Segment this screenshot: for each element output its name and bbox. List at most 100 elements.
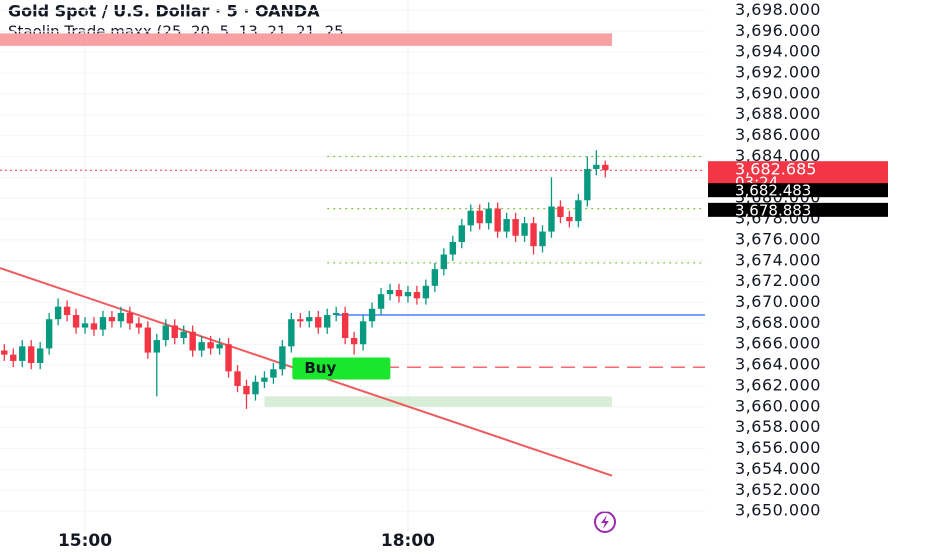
candle-body bbox=[458, 225, 465, 243]
candle-body bbox=[153, 340, 160, 353]
candle-body bbox=[28, 346, 35, 364]
candle-body bbox=[395, 289, 403, 297]
y-tick-label: 3,690.000 bbox=[735, 83, 821, 102]
candle-body bbox=[45, 319, 53, 349]
candle-body bbox=[207, 342, 214, 349]
candle-body bbox=[261, 377, 268, 382]
candle-body bbox=[350, 337, 358, 345]
candle-body bbox=[81, 323, 89, 328]
candle-body bbox=[315, 317, 322, 328]
candle-body bbox=[297, 319, 304, 322]
candle-body bbox=[72, 315, 80, 328]
candle-body bbox=[548, 206, 555, 232]
candle-body bbox=[99, 317, 107, 330]
candle-body bbox=[10, 354, 17, 361]
candle-body bbox=[413, 292, 421, 299]
marker-label: 3,678.883 bbox=[735, 201, 811, 219]
candle-body bbox=[36, 348, 44, 364]
candle-body bbox=[593, 164, 600, 169]
candle-body bbox=[503, 219, 510, 232]
candle-body bbox=[108, 317, 116, 322]
candle-body bbox=[566, 216, 573, 222]
candle-body bbox=[440, 254, 448, 270]
candle-body bbox=[117, 312, 125, 322]
candle-body bbox=[90, 323, 98, 330]
zone bbox=[0, 33, 612, 46]
y-tick-label: 3,672.000 bbox=[735, 271, 821, 290]
y-tick-label: 3,694.000 bbox=[735, 42, 821, 61]
candle-body bbox=[189, 331, 196, 351]
plot-layer: Buy bbox=[0, 0, 705, 532]
candle-body bbox=[467, 210, 474, 226]
alert-icon bbox=[594, 511, 616, 533]
candle-body bbox=[557, 206, 564, 217]
x-tick-label: 15:00 bbox=[58, 531, 112, 550]
candle-body bbox=[171, 325, 178, 338]
price-label: 3,682.685 bbox=[735, 160, 816, 179]
candle-body bbox=[324, 315, 331, 328]
y-tick-label: 3,666.000 bbox=[735, 334, 821, 353]
y-tick-label: 3,674.000 bbox=[735, 250, 821, 269]
candle-body bbox=[198, 342, 205, 351]
candle-body bbox=[386, 289, 394, 295]
candle-body bbox=[449, 242, 456, 255]
candle-body bbox=[63, 306, 71, 316]
y-tick-label: 3,688.000 bbox=[735, 104, 821, 123]
y-tick-label: 3,670.000 bbox=[735, 292, 821, 311]
candle-body bbox=[602, 164, 609, 171]
x-tick-label: 18:00 bbox=[381, 531, 435, 550]
candle-body bbox=[341, 312, 349, 338]
candle-body bbox=[539, 231, 546, 247]
candle-body bbox=[575, 200, 582, 222]
candle-body bbox=[19, 346, 26, 361]
candle-body bbox=[431, 269, 439, 286]
zone bbox=[264, 396, 612, 407]
candle-body bbox=[485, 208, 492, 224]
y-tick-label: 3,698.000 bbox=[735, 0, 821, 19]
y-tick-label: 3,696.000 bbox=[735, 21, 821, 40]
candle-body bbox=[279, 346, 286, 370]
y-tick-label: 3,650.000 bbox=[735, 501, 821, 520]
chart-title: Gold Spot / U.S. Dollar · 5 · OANDA bbox=[8, 2, 320, 21]
y-tick-label: 3,662.000 bbox=[735, 375, 821, 394]
y-tick-label: 3,654.000 bbox=[735, 459, 821, 478]
y-tick-label: 3,656.000 bbox=[735, 438, 821, 457]
candle-body bbox=[162, 325, 169, 341]
candle-body bbox=[476, 210, 483, 224]
marker-label: 3,682.483 bbox=[735, 182, 811, 200]
candle-body bbox=[494, 208, 501, 232]
signal-label: Buy bbox=[304, 359, 336, 377]
candle-body bbox=[135, 323, 143, 328]
candle-body bbox=[216, 344, 223, 349]
candle-body bbox=[180, 331, 187, 338]
y-tick-label: 3,668.000 bbox=[735, 313, 821, 332]
candle-body bbox=[54, 306, 62, 320]
candle-body bbox=[252, 381, 259, 395]
candle-body bbox=[377, 294, 385, 309]
candle-body bbox=[288, 319, 295, 347]
candle-body bbox=[584, 168, 591, 201]
candle-body bbox=[521, 223, 528, 236]
candle-body bbox=[368, 308, 376, 322]
candle-body bbox=[234, 371, 241, 386]
candle-body bbox=[359, 321, 367, 345]
candle-body bbox=[1, 350, 8, 355]
y-tick-label: 3,652.000 bbox=[735, 480, 821, 499]
candle-body bbox=[404, 292, 412, 297]
y-tick-label: 3,684.000 bbox=[735, 146, 821, 165]
candle-body bbox=[225, 344, 232, 372]
y-tick-label: 3,686.000 bbox=[735, 125, 821, 144]
candle-body bbox=[243, 385, 250, 395]
y-tick-label: 3,676.000 bbox=[735, 229, 821, 248]
candle-body bbox=[270, 369, 277, 378]
candle-body bbox=[306, 317, 313, 322]
candle-body bbox=[530, 223, 537, 247]
candle-body bbox=[144, 327, 152, 353]
y-tick-label: 3,658.000 bbox=[735, 417, 821, 436]
label-layer: 3,650.000 3,652.000 3,654.000 3,656.000 3,65… bbox=[58, 0, 888, 551]
y-tick-label: 3,664.000 bbox=[735, 355, 821, 374]
candle-body bbox=[422, 285, 430, 299]
signal-box bbox=[292, 357, 391, 380]
